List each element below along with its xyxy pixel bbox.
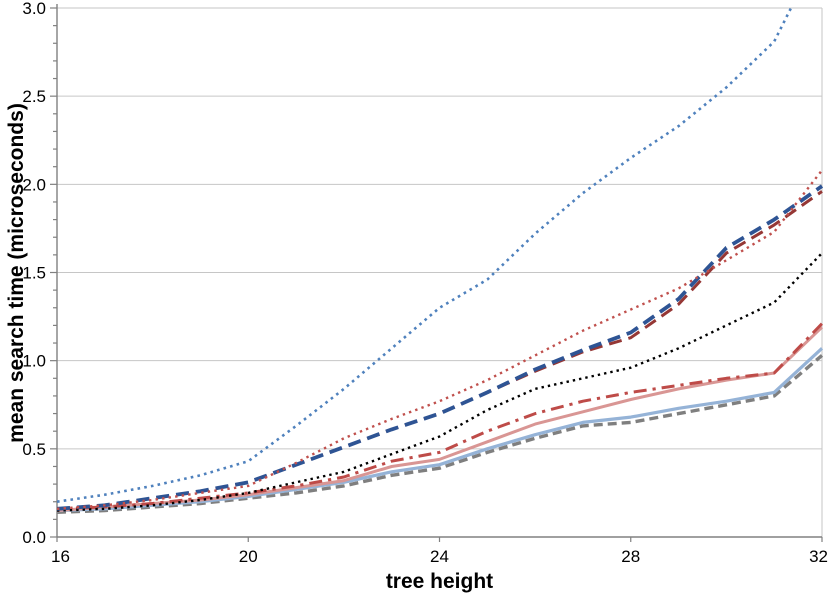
x-tick-label: 32 — [809, 547, 828, 566]
x-tick-label: 24 — [430, 547, 449, 566]
y-tick-label: 2.5 — [22, 87, 46, 106]
y-tick-label: 0.5 — [22, 440, 46, 459]
y-tick-label: 1.5 — [22, 263, 46, 282]
y-axis-title: mean search time (microseconds) — [5, 103, 28, 443]
series-line-gray-dashed — [57, 354, 824, 514]
y-tick-label: 1.0 — [22, 352, 46, 371]
x-tick-label: 20 — [239, 547, 258, 566]
x-tick-label: 28 — [621, 547, 640, 566]
x-tick-label: 16 — [51, 547, 70, 566]
series-line-navy-dashed — [57, 184, 824, 511]
series-line-lightblue-solid — [57, 347, 824, 513]
series-line-maroon-dashed — [57, 190, 823, 511]
series-line-blue-dotted — [57, 8, 793, 503]
series-line-red-dashdot — [57, 322, 824, 511]
y-tick-label: 3.0 — [22, 0, 46, 18]
y-tick-label: 2.0 — [22, 175, 46, 194]
series-line-salmon-solid — [57, 326, 824, 513]
y-tick-label: 0.0 — [22, 528, 46, 547]
series-line-black-dotted — [57, 252, 823, 512]
x-axis-title: tree height — [385, 570, 494, 593]
